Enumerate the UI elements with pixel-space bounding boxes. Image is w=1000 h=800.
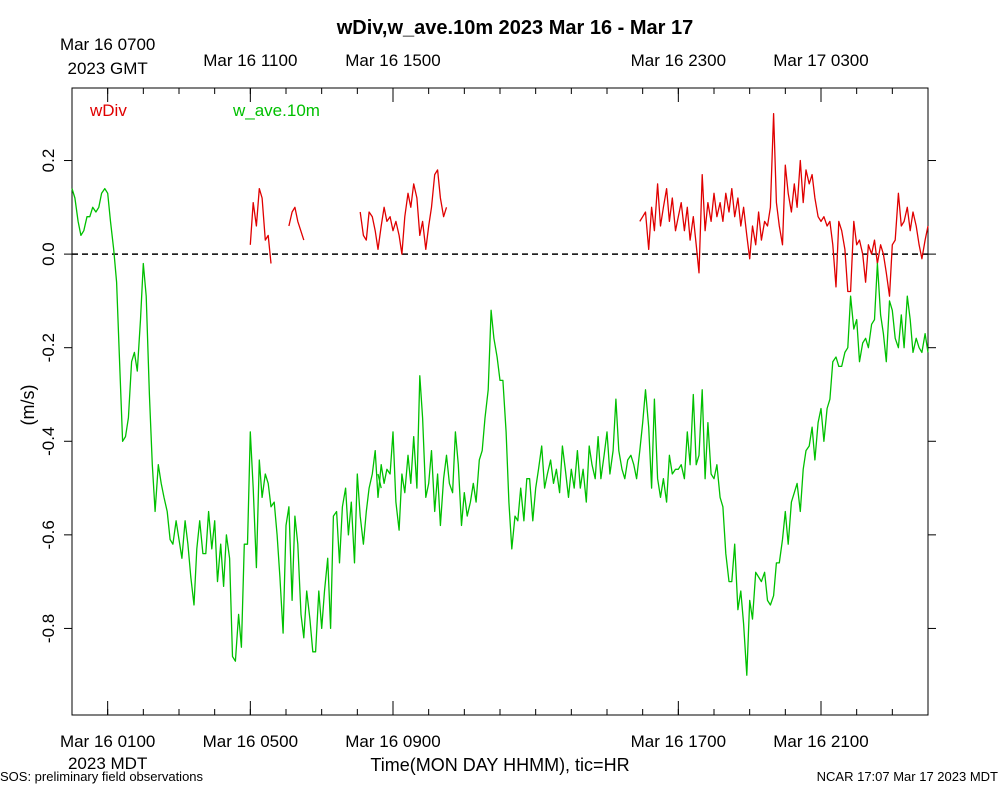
x-tick-label-bottom: Mar 16 0500 (203, 732, 298, 751)
x-tick-label-top: Mar 17 0300 (773, 51, 868, 70)
x-tick-label-top: Mar 16 2300 (631, 51, 726, 70)
y-tick-label: -0.4 (39, 427, 58, 456)
series-line-segment (249, 187, 272, 264)
legend-entry: w_ave.10m (232, 101, 320, 120)
series-w-ave-10m (71, 187, 929, 676)
footer-timestamp: NCAR 17:07 Mar 17 2023 MDT (817, 769, 998, 784)
series-line-segment (359, 169, 448, 255)
legend: wDiv w_ave.10m (89, 101, 320, 120)
series-line-segment (377, 473, 382, 489)
series-line-segment (288, 206, 305, 241)
y-axis-label: (m/s) (18, 385, 38, 426)
x-tick-label-bottom: Mar 16 0900 (345, 732, 440, 751)
ticks-layer: Mar 16 0100 2023 MDT Mar 16 0500 Mar 16 090… (39, 35, 936, 773)
chart-title: wDiv,w_ave.10m 2023 Mar 16 - Mar 17 (336, 17, 694, 39)
x-tick-sublabel-top: 2023 GMT (68, 59, 148, 78)
series-line-segment (71, 187, 929, 676)
x-axis-label: Time(MON DAY HHMM), tic=HR (370, 755, 629, 775)
x-tick-label-top: Mar 16 1500 (345, 51, 440, 70)
x-tick-label-bottom: Mar 16 1700 (631, 732, 726, 751)
plot-frame (71, 87, 929, 716)
footer-source-note: SOS: preliminary field observations (0, 769, 204, 784)
series-line-segment (639, 113, 929, 297)
y-tick-label: -0.2 (39, 333, 58, 362)
x-tick-label-top: Mar 16 0700 (60, 35, 155, 54)
legend-entry: wDiv (89, 101, 127, 120)
series-wdiv (249, 113, 929, 297)
y-tick-label: -0.6 (39, 520, 58, 549)
x-tick-sublabel-bottom: 2023 MDT (68, 754, 147, 773)
series-layer (71, 113, 929, 676)
x-tick-label-top: Mar 16 1100 (203, 51, 297, 70)
y-tick-label: 0.0 (39, 242, 58, 266)
y-tick-label: 0.2 (39, 149, 58, 173)
x-tick-label-bottom: Mar 16 2100 (773, 732, 868, 751)
x-tick-label-bottom: Mar 16 0100 (60, 732, 155, 751)
y-tick-label: -0.8 (39, 614, 58, 643)
plot-border (71, 87, 929, 716)
